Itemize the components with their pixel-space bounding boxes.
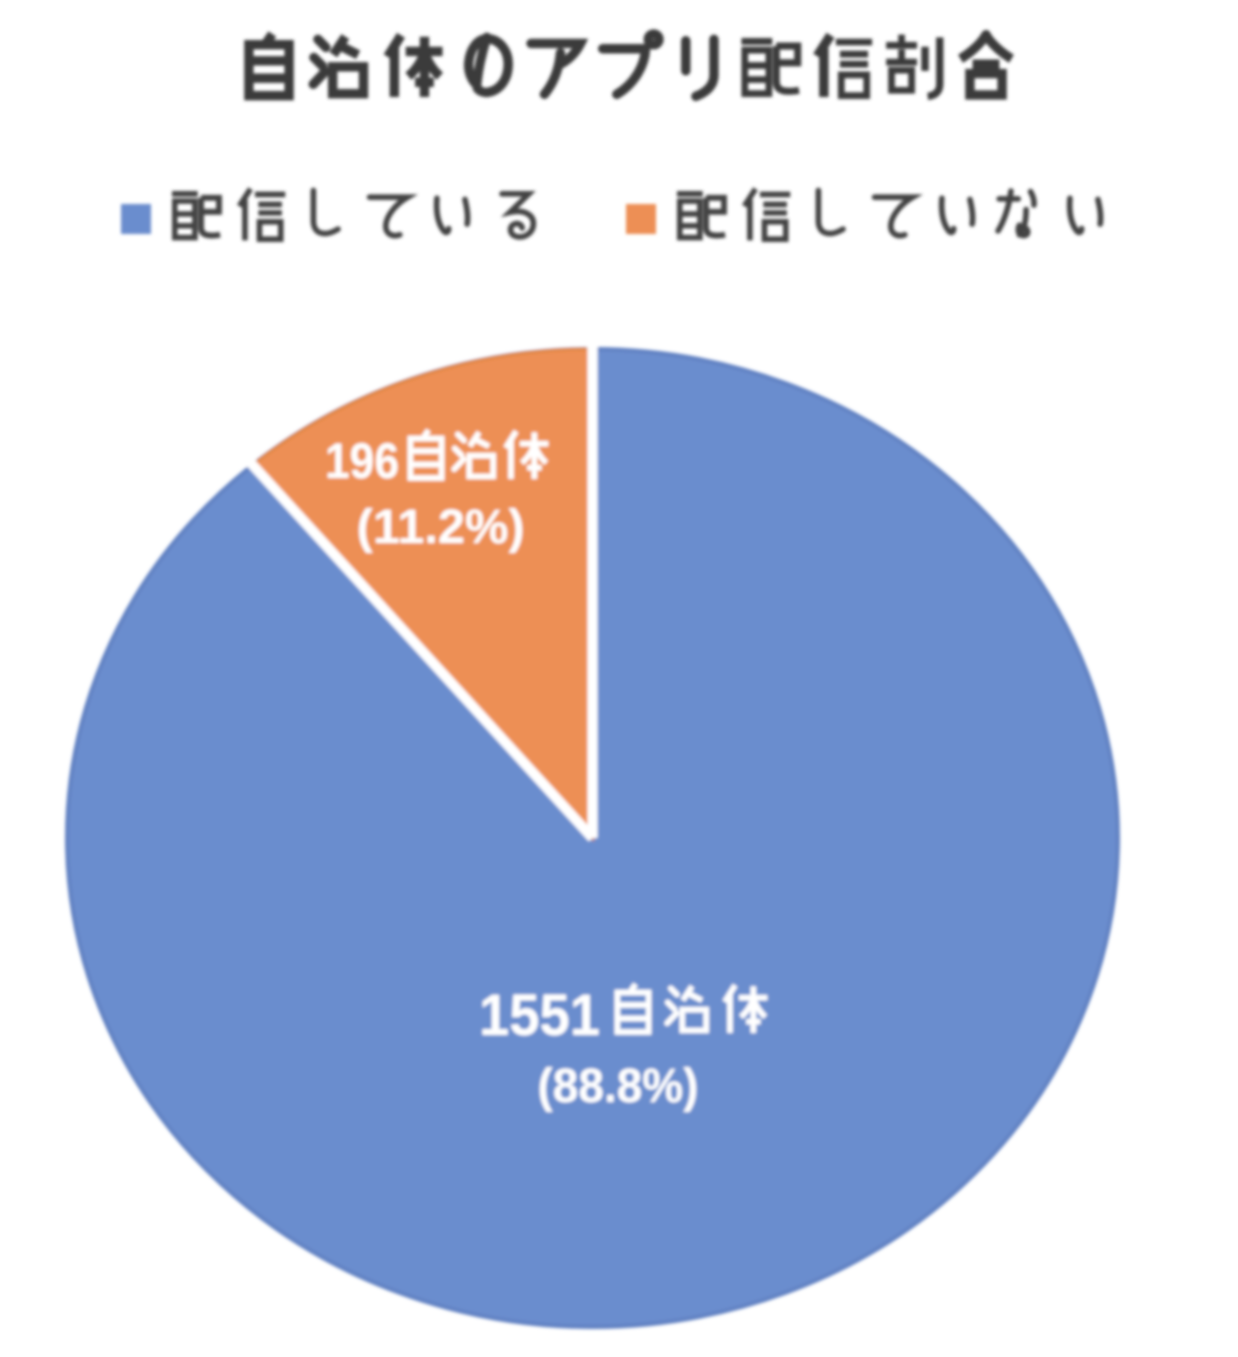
svg-text:196: 196 bbox=[325, 433, 399, 489]
svg-text:(88.8%): (88.8%) bbox=[538, 1060, 699, 1113]
svg-text:1551: 1551 bbox=[479, 983, 600, 1048]
svg-text:(11.2%): (11.2%) bbox=[357, 501, 525, 554]
